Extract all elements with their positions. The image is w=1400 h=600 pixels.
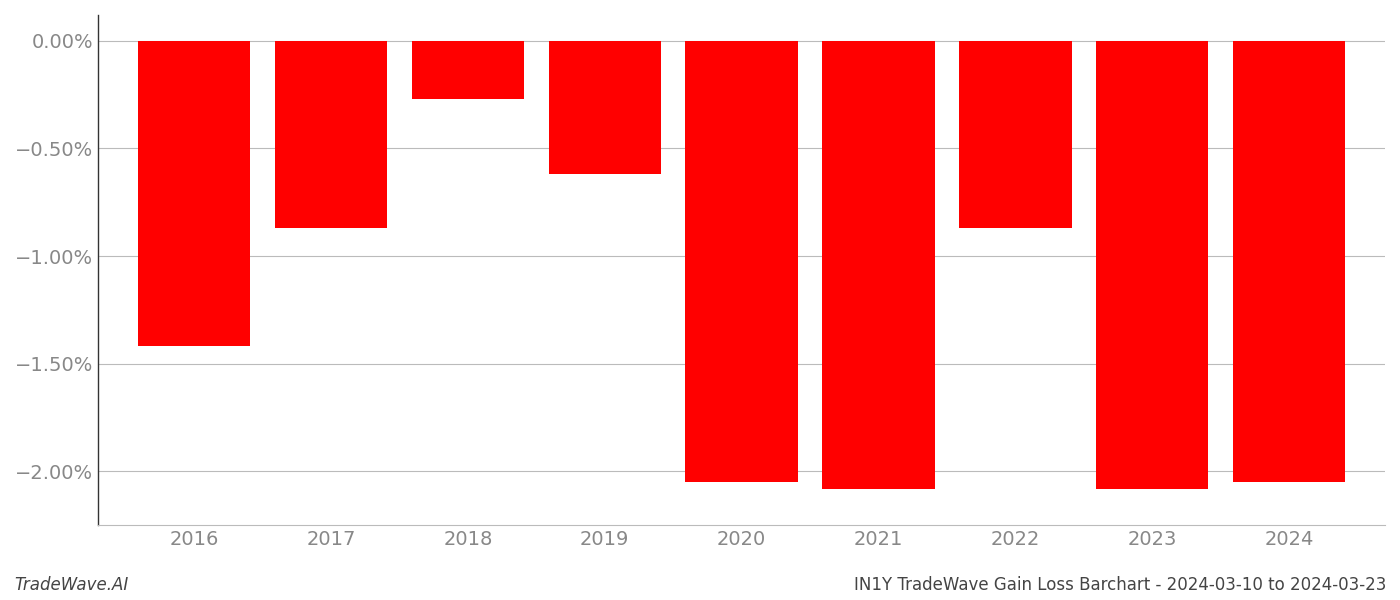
Bar bbox=[686, 41, 798, 482]
Bar bbox=[1096, 41, 1208, 488]
Bar bbox=[139, 41, 251, 346]
Bar bbox=[274, 41, 386, 228]
Bar bbox=[412, 41, 524, 99]
Text: IN1Y TradeWave Gain Loss Barchart - 2024-03-10 to 2024-03-23: IN1Y TradeWave Gain Loss Barchart - 2024… bbox=[854, 576, 1386, 594]
Bar bbox=[1233, 41, 1345, 482]
Bar bbox=[549, 41, 661, 174]
Bar bbox=[959, 41, 1071, 228]
Bar bbox=[822, 41, 935, 488]
Text: TradeWave.AI: TradeWave.AI bbox=[14, 576, 129, 594]
